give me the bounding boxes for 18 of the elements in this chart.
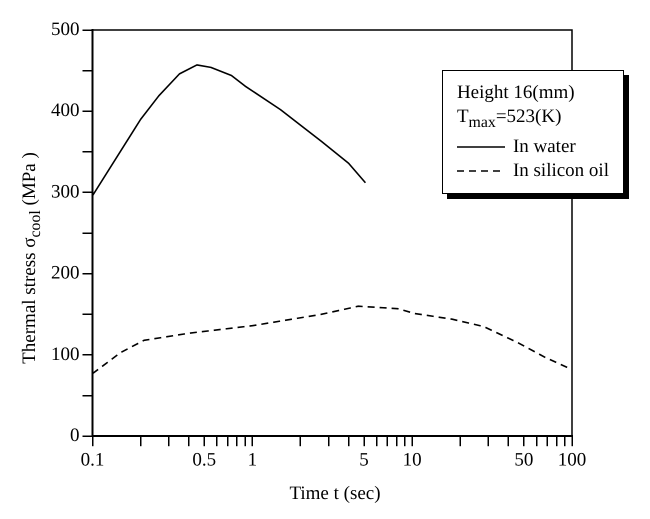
x-tick-label: 0.5 [192, 450, 216, 471]
legend-label: In silicon oil [512, 158, 609, 183]
x-axis-title: Time t (sec) [288, 483, 382, 505]
y-tick-label: 400 [51, 100, 80, 122]
y-tick-label: 200 [51, 262, 80, 284]
annotation: T$_{max}$=523(K) [456, 105, 562, 133]
annotation: Height 16(mm) [456, 81, 576, 105]
y-tick-label: 500 [51, 18, 80, 40]
y-tick-label: 0 [70, 425, 80, 446]
x-tick-label: 0.1 [80, 450, 104, 471]
x-tick-label: 1 [248, 450, 258, 471]
x-tick-label: 10 [402, 450, 422, 471]
x-tick-label: 5 [359, 450, 369, 471]
y-tick-label: 300 [51, 181, 80, 202]
y-tick-label: 100 [51, 344, 80, 365]
x-tick-label: 50 [514, 450, 534, 471]
legend-label: In water [512, 134, 576, 159]
x-tick-label: 100 [558, 450, 586, 471]
